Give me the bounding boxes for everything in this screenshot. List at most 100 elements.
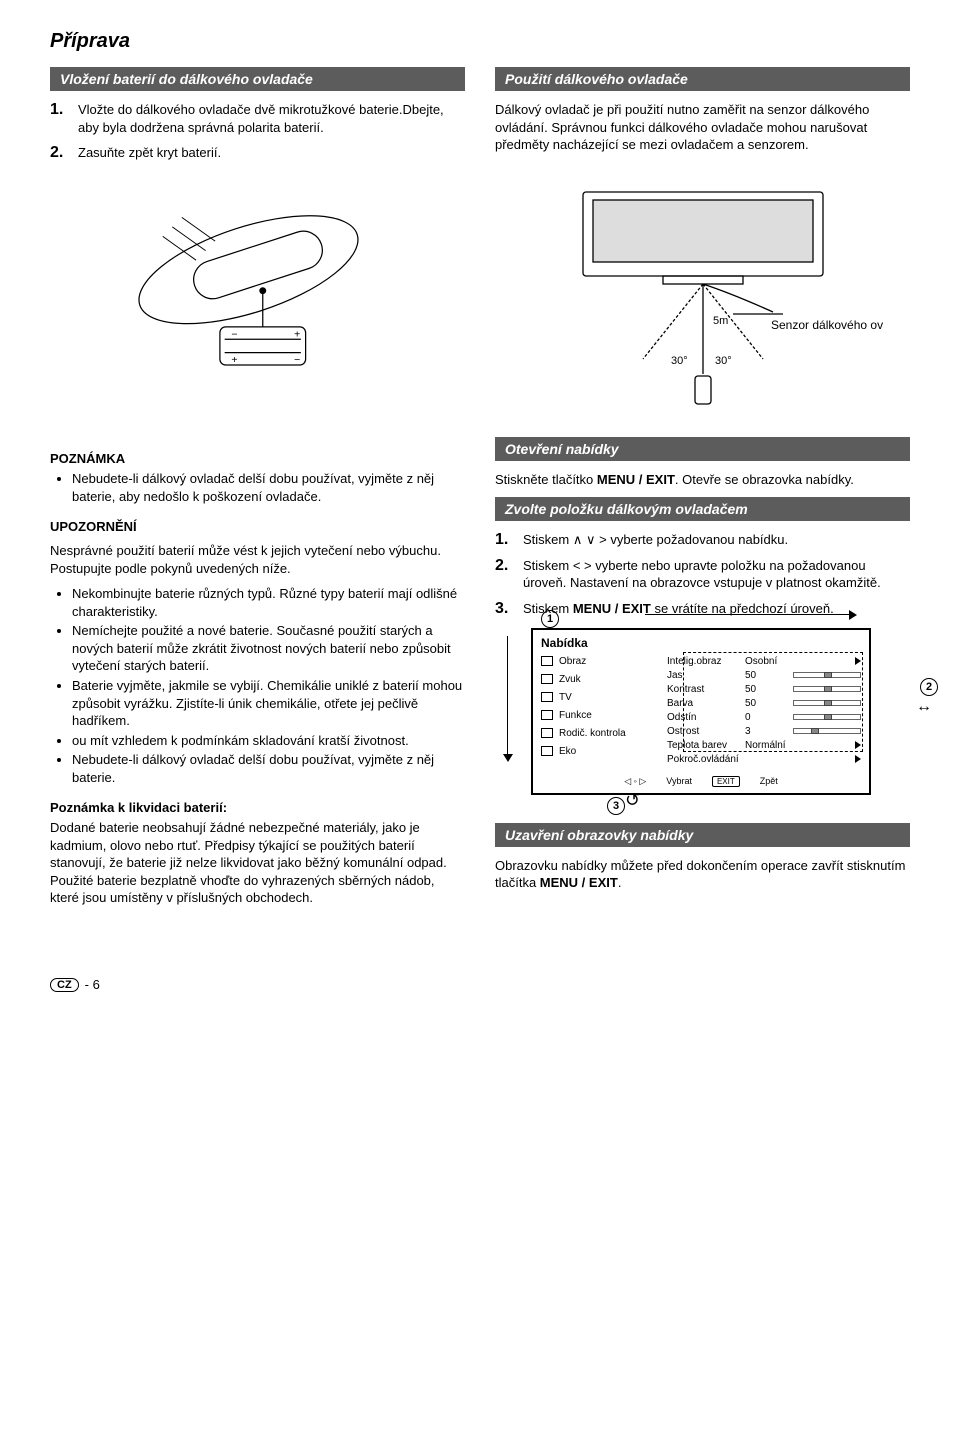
nav-steps: 1. Stiskem ∧ ∨ > vyberte požadovanou nab… xyxy=(495,531,910,618)
cat-label: Eko xyxy=(559,746,576,757)
svg-text:+: + xyxy=(231,355,237,366)
bar-close-menu: Uzavření obrazovky nabídky xyxy=(495,823,910,847)
chevron-right-icon xyxy=(855,755,861,763)
arrow-2way-icon: ↔ xyxy=(916,698,932,716)
step-mid: MENU / EXIT xyxy=(573,601,651,616)
step-mid: ∧ ∨ > xyxy=(573,532,607,547)
warning-title: UPOZORNĚNÍ xyxy=(50,519,465,534)
foot-vybrat: Vybrat xyxy=(666,776,692,786)
swoop-arrow-icon: ↺ xyxy=(625,790,640,811)
close-b: MENU / EXIT xyxy=(540,875,618,890)
cat-icon xyxy=(541,674,553,684)
svg-text:+: + xyxy=(294,329,300,340)
open-menu-text-a: Stiskněte tlačítko xyxy=(495,472,597,487)
osd-menu: Nabídka Obraz Zvuk TV Funkce Rodič. kont… xyxy=(531,628,871,795)
cat-icon xyxy=(541,746,553,756)
step-text: Stiskem < > vyberte nebo upravte položku… xyxy=(523,557,910,592)
cat-label: TV xyxy=(559,692,572,703)
list-item: Nemíchejte použité a nové baterie. Souča… xyxy=(72,622,465,675)
battery-steps: 1. Vložte do dálkového ovladače dvě mikr… xyxy=(50,101,465,162)
list-item: Nebudete-li dálkový ovladač delší dobu p… xyxy=(72,751,465,786)
close-menu-text: Obrazovku nabídky můžete před dokončením… xyxy=(495,857,910,892)
slider-icon xyxy=(793,728,861,734)
svg-text:−: − xyxy=(231,329,237,340)
step-row: 1. Stiskem ∧ ∨ > vyberte požadovanou nab… xyxy=(495,531,910,549)
circle-2: 2 xyxy=(920,678,938,696)
step-pre: Stiskem xyxy=(523,532,573,547)
side-arrow xyxy=(507,636,508,760)
step-num: 3. xyxy=(495,600,523,618)
slider-icon xyxy=(793,686,861,692)
step-text: Zasuňte zpět kryt baterií. xyxy=(78,144,465,162)
setting-name: Pokroč.ovládání xyxy=(667,754,739,765)
osd-cat: TV xyxy=(541,692,651,703)
step-num: 2. xyxy=(495,557,523,592)
svg-text:−: − xyxy=(294,355,300,366)
top-arrow xyxy=(645,614,855,615)
foot-zpet: Zpět xyxy=(760,776,778,786)
warning-bullets: Nekombinujte baterie různých typů. Různé… xyxy=(50,585,465,786)
step-row: 2. Zasuňte zpět kryt baterií. xyxy=(50,144,465,162)
slider-icon xyxy=(793,672,861,678)
bar-insert-batteries: Vložení baterií do dálkového ovladače xyxy=(50,67,465,91)
step-text: Vložte do dálkového ovladače dvě mikrotu… xyxy=(78,101,465,136)
close-c: . xyxy=(618,875,622,890)
disposal-block: Dodané baterie neobsahují žádné nebezpeč… xyxy=(50,819,465,907)
osd-diagram: 1 2 ↔ Nabídka Obraz Zvuk TV Funkce Rodič… xyxy=(495,628,910,795)
slider-icon xyxy=(793,700,861,706)
open-menu-text-c: . Otevře se obrazovka nabídky. xyxy=(675,472,854,487)
intro-row: Vložení baterií do dálkového ovladače 1.… xyxy=(50,67,910,170)
bar-choose-item: Zvolte položku dálkovým ovladačem xyxy=(495,497,910,521)
osd-cat: Obraz xyxy=(541,656,651,667)
step-post: vyberte požadovanou nabídku. xyxy=(607,532,788,547)
illustration-row: − + + − 5m 30° 30° xyxy=(50,184,910,417)
cat-icon xyxy=(541,692,553,702)
warning-intro: Nesprávné použití baterií může vést k je… xyxy=(50,542,465,577)
osd-cat: Funkce xyxy=(541,710,651,721)
osd-menu-title: Nabídka xyxy=(541,636,861,650)
step-text: Stiskem ∧ ∨ > vyberte požadovanou nabídk… xyxy=(523,531,910,549)
list-item: Baterie vyjměte, jakmile se vybijí. Chem… xyxy=(72,677,465,730)
bar-use-remote: Použití dálkového ovladače xyxy=(495,67,910,91)
cat-icon xyxy=(541,728,553,738)
step-num: 1. xyxy=(495,531,523,549)
osd-footer: ◁ ◦ ▷ Vybrat EXIT Zpět xyxy=(541,776,861,787)
remote-svg: − + + − xyxy=(98,184,418,384)
main-row: POZNÁMKA Nebudete-li dálkový ovladač del… xyxy=(50,437,910,907)
open-menu-text: Stiskněte tlačítko MENU / EXIT. Otevře s… xyxy=(495,471,910,489)
left-col: POZNÁMKA Nebudete-li dálkový ovladač del… xyxy=(50,437,465,907)
osd-cat: Zvuk xyxy=(541,674,651,685)
disposal-title: Poznámka k likvidaci baterií: xyxy=(50,800,465,815)
note-title: POZNÁMKA xyxy=(50,451,465,466)
cat-label: Rodič. kontrola xyxy=(559,728,626,739)
step-row: 2. Stiskem < > vyberte nebo upravte polo… xyxy=(495,557,910,592)
open-menu-text-b: MENU / EXIT xyxy=(597,472,675,487)
circle-1: 1 xyxy=(541,610,559,628)
exit-pill: EXIT xyxy=(712,776,740,787)
country-badge: CZ xyxy=(50,978,79,992)
step-pre: Stiskem xyxy=(523,558,573,573)
tv-illustration: 5m 30° 30° Senzor dálkového ovladace xyxy=(495,184,910,417)
osd-left-panel: Obraz Zvuk TV Funkce Rodič. kontrola Eko xyxy=(541,656,651,768)
disposal-text: Dodané baterie neobsahují žádné nebezpeč… xyxy=(50,819,465,907)
cat-label: Zvuk xyxy=(559,674,581,685)
step-row: 1. Vložte do dálkového ovladače dvě mikr… xyxy=(50,101,465,136)
setting-row: Pokroč.ovládání xyxy=(667,754,861,765)
svg-text:Senzor dálkového ovladace: Senzor dálkového ovladace xyxy=(771,318,883,332)
right-col-top: Použití dálkového ovladače Dálkový ovlad… xyxy=(495,67,910,170)
page-title: Příprava xyxy=(50,30,910,53)
bar-open-menu: Otevření nabídky xyxy=(495,437,910,461)
step-num: 2. xyxy=(50,144,78,162)
remote-illustration: − + + − xyxy=(50,184,465,417)
list-item: ou mít vzhledem k podmínkám skladování k… xyxy=(72,732,465,750)
cat-label: Obraz xyxy=(559,656,586,667)
left-col-top: Vložení baterií do dálkového ovladače 1.… xyxy=(50,67,465,170)
tv-svg: 5m 30° 30° Senzor dálkového ovladace xyxy=(523,184,883,414)
use-remote-text: Dálkový ovladač je při použití nutno zam… xyxy=(495,101,910,154)
list-item: Nekombinujte baterie různých typů. Různé… xyxy=(72,585,465,620)
step-num: 1. xyxy=(50,101,78,136)
osd-cat: Rodič. kontrola xyxy=(541,728,651,739)
svg-text:5m: 5m xyxy=(713,315,728,327)
right-col: Otevření nabídky Stiskněte tlačítko MENU… xyxy=(495,437,910,907)
note-bullets: Nebudete-li dálkový ovladač delší dobu p… xyxy=(50,470,465,505)
